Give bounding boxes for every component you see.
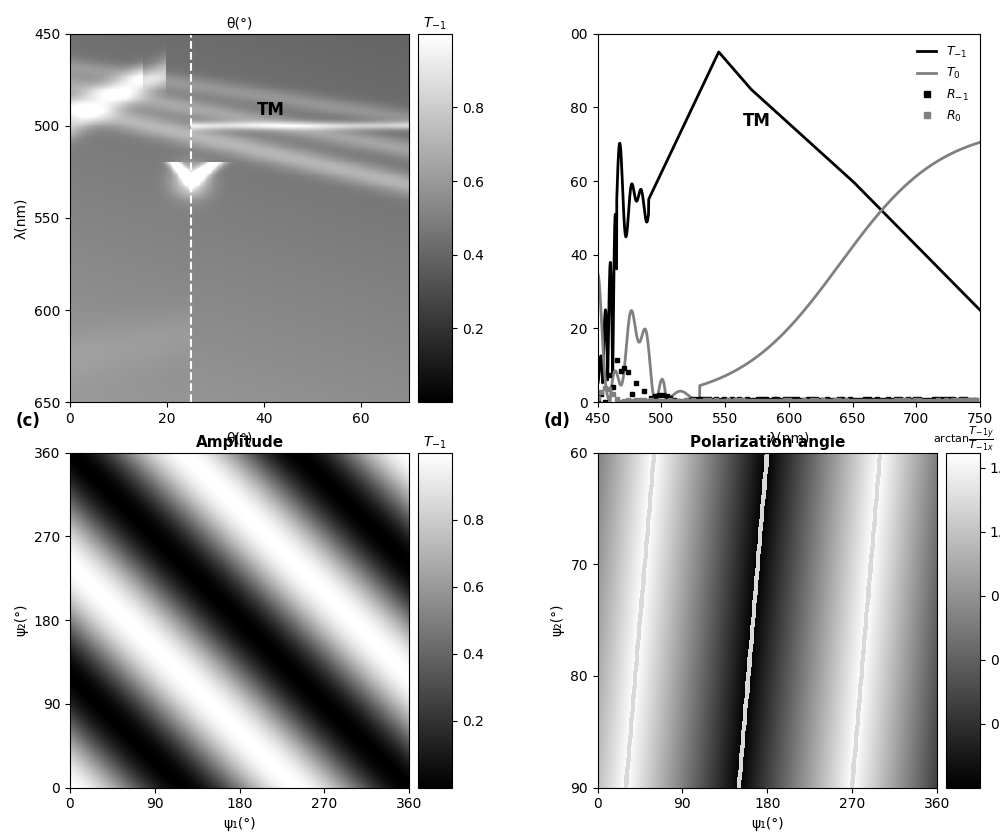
Y-axis label: ψ₂(°): ψ₂(°) (14, 604, 28, 636)
X-axis label: ψ₁(°): ψ₁(°) (751, 817, 784, 831)
Y-axis label: ψ₂(°): ψ₂(°) (551, 604, 565, 636)
Text: (c): (c) (16, 411, 41, 430)
Title: $\mathrm{arctan}\dfrac{T_{-1y}}{T_{-1x}}$: $\mathrm{arctan}\dfrac{T_{-1y}}{T_{-1x}}… (933, 424, 994, 453)
Title: $T_{-1}$: $T_{-1}$ (423, 435, 447, 452)
X-axis label: λ(nm): λ(nm) (768, 432, 810, 446)
Title: Amplitude: Amplitude (195, 435, 284, 450)
Text: (d): (d) (543, 411, 570, 430)
Title: Polarization angle: Polarization angle (690, 435, 845, 450)
Text: TM: TM (257, 101, 284, 119)
Title: $T_{-1}$: $T_{-1}$ (423, 16, 447, 33)
X-axis label: θ(°): θ(°) (226, 432, 253, 446)
Title: θ(°): θ(°) (226, 17, 253, 31)
X-axis label: ψ₁(°): ψ₁(°) (223, 817, 256, 831)
Y-axis label: λ(nm): λ(nm) (14, 197, 28, 239)
Legend: $T_{-1}$, $T_0$, $R_{-1}$, $R_0$: $T_{-1}$, $T_0$, $R_{-1}$, $R_0$ (912, 39, 974, 129)
Text: TM: TM (743, 111, 771, 130)
